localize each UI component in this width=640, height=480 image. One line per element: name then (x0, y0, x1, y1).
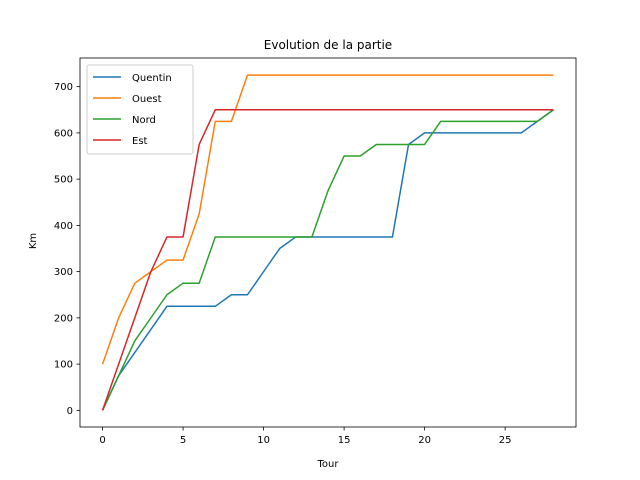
series-line-3 (101, 109, 554, 411)
series-line-2 (101, 109, 554, 411)
chart-title: Evolution de la partie (264, 38, 392, 52)
legend-label-3: Est (132, 136, 148, 147)
legend-label-1: Ouest (132, 94, 162, 105)
y-tick-label: 700 (54, 82, 73, 93)
x-tick-label: 25 (499, 435, 512, 446)
series-line-0 (101, 109, 554, 411)
axes: 0 5 10 15 20 25 0 100 200 300 400 500 600 700 (54, 57, 577, 446)
x-tick-label: 10 (257, 435, 270, 446)
series-line-1 (101, 74, 554, 365)
x-tick-label: 0 (99, 435, 105, 446)
y-tick-label: 400 (54, 221, 73, 232)
y-tick-label: 600 (54, 128, 73, 139)
x-tick-label: 5 (180, 435, 186, 446)
legend-label-2: Nord (132, 115, 156, 126)
legend: Quentin Ouest Nord Est (86, 64, 194, 155)
x-axis-label: Tour (317, 459, 340, 470)
plot-area (101, 74, 554, 411)
legend-box (86, 64, 194, 155)
y-tick-label: 500 (54, 175, 73, 186)
plot-frame (79, 57, 577, 428)
y-tick-label: 100 (54, 360, 73, 371)
x-tick-label: 15 (338, 435, 351, 446)
x-tick-label: 20 (418, 435, 431, 446)
y-tick-label: 0 (67, 406, 73, 417)
y-axis-label: Km (28, 233, 39, 249)
y-tick-label: 200 (54, 313, 73, 324)
legend-label-0: Quentin (132, 73, 172, 84)
y-tick-label: 300 (54, 267, 73, 278)
